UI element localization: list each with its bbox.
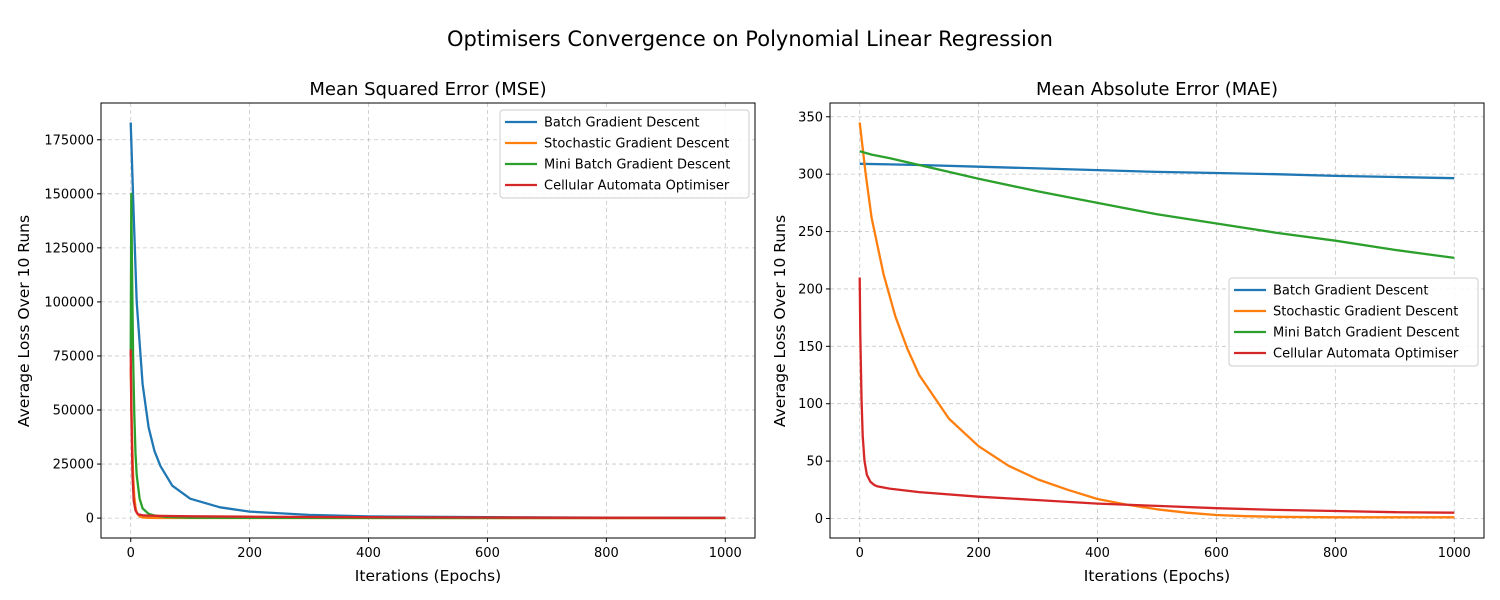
y-tick-label: 150000 [44, 187, 94, 202]
mse-legend: Batch Gradient Descent Stochastic Gradien… [499, 109, 750, 199]
mae-series-line-batch [859, 162, 1455, 180]
y-tick-label: 150 [798, 340, 823, 355]
legend-label-batch: Batch Gradient Descent [544, 116, 699, 131]
mse-x-axis-label: Iterations (Epochs) [355, 567, 501, 585]
x-tick-label: 200 [966, 546, 991, 561]
mae-series-group [858, 122, 1455, 519]
y-tick-label: 250 [798, 225, 823, 240]
y-tick-label: 350 [798, 110, 823, 125]
mse-chart-panel: Mean Squared Error (MSE) Iterations (Epo… [15, 79, 756, 585]
y-tick-label: 50 [806, 455, 823, 470]
y-tick-label: 0 [815, 512, 823, 527]
legend-box [499, 109, 750, 199]
x-tick-label: 600 [1204, 546, 1229, 561]
y-tick-label: 0 [86, 512, 94, 527]
legend-label-cellular: Cellular Automata Optimiser [1273, 347, 1459, 362]
mae-series-line-cellular [858, 277, 1455, 514]
mae-legend: Batch Gradient Descent Stochastic Gradien… [1228, 277, 1479, 367]
mse-series-group [129, 122, 726, 520]
x-tick-label: 1000 [1438, 546, 1471, 561]
mae-y-axis-label: Average Loss Over 10 Runs [771, 215, 789, 427]
mse-axes-frame [100, 102, 756, 539]
mae-x-axis-label: Iterations (Epochs) [1084, 567, 1230, 585]
x-tick-label: 600 [475, 546, 500, 561]
mae-axes-frame [829, 102, 1485, 539]
y-tick-label: 50000 [53, 404, 94, 419]
y-tick-label: 125000 [44, 241, 94, 256]
legend-label-minibatch: Mini Batch Gradient Descent [544, 158, 730, 173]
x-tick-label: 0 [856, 546, 864, 561]
y-tick-label: 100000 [44, 295, 94, 310]
x-tick-label: 200 [237, 546, 262, 561]
y-tick-label: 175000 [44, 133, 94, 148]
y-tick-label: 200 [798, 282, 823, 297]
mae-chart-title: Mean Absolute Error (MAE) [1036, 79, 1278, 100]
legend-label-stochastic: Stochastic Gradient Descent [544, 137, 729, 152]
mse-series-line-minibatch [129, 192, 726, 520]
mse-series-line-cellular [129, 349, 726, 520]
legend-label-cellular: Cellular Automata Optimiser [544, 179, 730, 194]
y-tick-label: 300 [798, 168, 823, 183]
y-tick-label: 75000 [53, 349, 94, 364]
figure-title: Optimisers Convergence on Polynomial Lin… [447, 27, 1053, 51]
x-tick-label: 0 [127, 546, 135, 561]
x-tick-label: 400 [356, 546, 381, 561]
x-tick-label: 800 [1323, 546, 1348, 561]
legend-label-stochastic: Stochastic Gradient Descent [1273, 305, 1458, 320]
mae-series-line-minibatch [859, 150, 1455, 260]
y-tick-label: 25000 [53, 458, 94, 473]
legend-box [1228, 277, 1479, 367]
legend-label-minibatch: Mini Batch Gradient Descent [1273, 326, 1459, 341]
legend-label-batch: Batch Gradient Descent [1273, 284, 1428, 299]
x-tick-label: 800 [594, 546, 619, 561]
mae-series-line-stochastic [858, 122, 1455, 519]
x-tick-label: 1000 [709, 546, 742, 561]
mse-chart-title: Mean Squared Error (MSE) [309, 79, 546, 100]
x-tick-label: 400 [1085, 546, 1110, 561]
mae-chart-panel: Mean Absolute Error (MAE) Iterations (Ep… [771, 79, 1485, 585]
mse-series-line-stochastic [129, 366, 726, 520]
y-tick-label: 100 [798, 397, 823, 412]
mse-y-axis-label: Average Loss Over 10 Runs [15, 215, 33, 427]
